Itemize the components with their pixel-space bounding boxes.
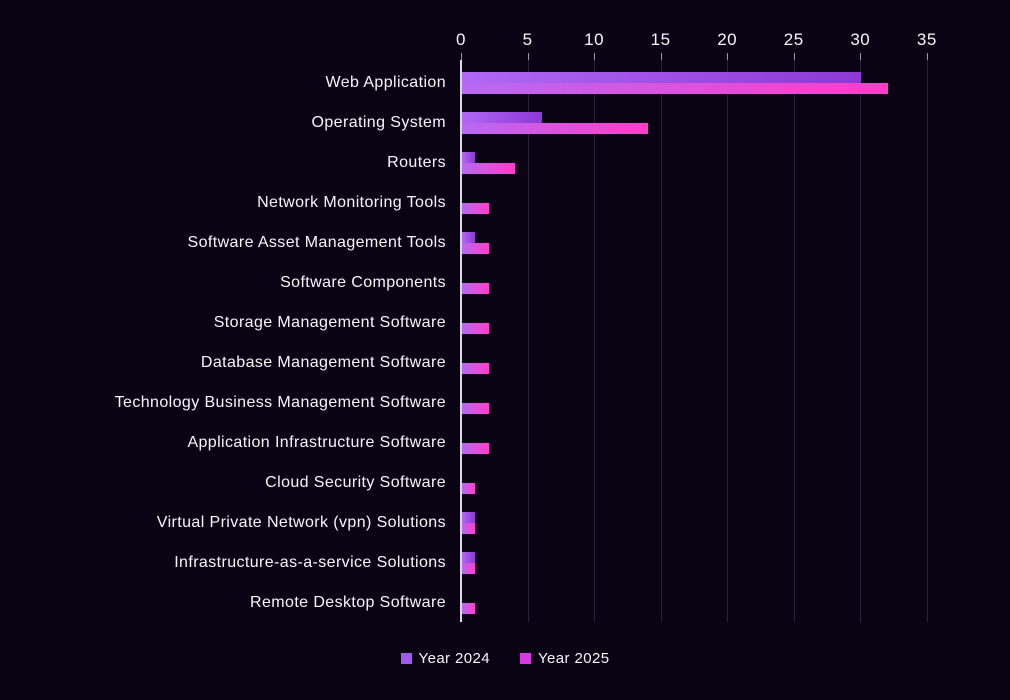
bar-year-2025 bbox=[462, 163, 515, 174]
axis-tick bbox=[461, 53, 462, 62]
bar-year-2025 bbox=[462, 283, 489, 294]
x-axis-tick-label: 30 bbox=[850, 30, 871, 49]
gridline bbox=[660, 60, 662, 622]
bar-year-2025 bbox=[462, 363, 489, 374]
bar-year-2025 bbox=[462, 523, 475, 534]
x-axis-tick-label: 5 bbox=[522, 30, 533, 49]
legend-label: Year 2025 bbox=[538, 649, 610, 667]
category-label: Remote Desktop Software bbox=[250, 594, 446, 611]
category-label: Infrastructure-as-a-service Solutions bbox=[174, 554, 446, 571]
bar-year-2025 bbox=[462, 203, 489, 214]
gridline bbox=[527, 60, 529, 622]
gridline bbox=[727, 60, 729, 622]
x-axis-tick-label: 25 bbox=[783, 30, 804, 49]
legend: Year 2024 Year 2025 bbox=[0, 646, 1010, 670]
bar-year-2024 bbox=[462, 72, 861, 83]
bar-year-2025 bbox=[462, 483, 475, 494]
bar-year-2025 bbox=[462, 603, 475, 614]
gridline bbox=[926, 60, 928, 622]
bar-year-2025 bbox=[462, 563, 475, 574]
axis-tick bbox=[660, 53, 662, 62]
legend-item-year-2024[interactable]: Year 2024 bbox=[400, 649, 490, 667]
legend-swatch-icon bbox=[400, 652, 412, 664]
axis-tick bbox=[727, 53, 729, 62]
x-axis-tick-label: 0 bbox=[456, 30, 466, 49]
category-label: Operating System bbox=[311, 114, 446, 131]
bar-year-2024 bbox=[462, 232, 475, 243]
category-label: Software Asset Management Tools bbox=[187, 234, 446, 251]
bar-year-2025 bbox=[462, 403, 489, 414]
category-label: Storage Management Software bbox=[213, 314, 446, 331]
bar-year-2024 bbox=[462, 112, 542, 123]
bar-year-2025 bbox=[462, 243, 489, 254]
axis-tick bbox=[860, 53, 862, 62]
x-axis-tick-label: 10 bbox=[584, 30, 605, 49]
legend-label: Year 2024 bbox=[418, 649, 490, 667]
x-axis-tick-label: 35 bbox=[916, 30, 937, 49]
legend-item-year-2025[interactable]: Year 2025 bbox=[520, 650, 609, 667]
category-label: Technology Business Management Software bbox=[114, 394, 446, 411]
x-axis-tick-label: 20 bbox=[717, 30, 738, 49]
category-label: Web Application bbox=[325, 74, 446, 91]
y-axis-line bbox=[460, 60, 462, 622]
bar-year-2024 bbox=[462, 552, 475, 563]
category-label: Database Management Software bbox=[200, 354, 446, 371]
gridline bbox=[793, 60, 795, 622]
legend-swatch-icon bbox=[520, 652, 531, 664]
bar-year-2024 bbox=[462, 152, 475, 163]
x-axis-tick-label: 15 bbox=[650, 30, 671, 49]
category-label: Application Infrastructure Software bbox=[187, 434, 446, 451]
bar-year-2025 bbox=[462, 123, 648, 134]
gridline bbox=[860, 60, 862, 622]
bar-year-2025 bbox=[462, 443, 489, 454]
category-label: Virtual Private Network (vpn) Solutions bbox=[156, 514, 446, 531]
category-label: Software Components bbox=[280, 274, 446, 291]
category-label: Cloud Security Software bbox=[265, 474, 446, 491]
axis-tick bbox=[926, 53, 928, 62]
axis-tick bbox=[527, 53, 529, 62]
axis-tick bbox=[594, 53, 596, 62]
bar-year-2025 bbox=[462, 323, 489, 334]
gridline bbox=[594, 60, 596, 622]
bar-year-2025 bbox=[462, 83, 888, 94]
category-label: Routers bbox=[387, 154, 446, 171]
axis-tick bbox=[793, 53, 795, 62]
bar-year-2024 bbox=[462, 512, 475, 523]
category-label: Network Monitoring Tools bbox=[257, 194, 446, 211]
